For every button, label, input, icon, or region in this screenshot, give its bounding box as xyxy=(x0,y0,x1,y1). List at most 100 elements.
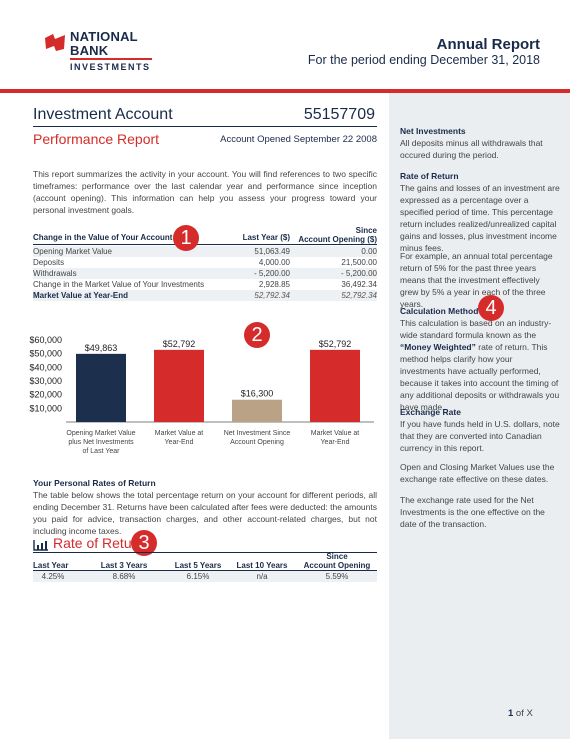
bar-value-label: $49,863 xyxy=(85,343,118,353)
y-tick-label: $30,000 xyxy=(29,376,62,386)
sidebar-exchange-rate-text-3: The exchange rate used for the Net Inves… xyxy=(400,495,545,529)
value-table-header-since: Since Account Opening ($) xyxy=(290,226,377,244)
header-divider xyxy=(0,89,570,93)
category-label: Year-End xyxy=(165,439,194,446)
calc-text-pre: This calculation is based on an industry… xyxy=(400,318,552,340)
bar xyxy=(232,399,282,422)
page-current: 1 xyxy=(508,708,514,719)
page-number: 1 of X xyxy=(508,708,533,719)
category-label: Account Opening xyxy=(230,439,284,446)
row-label: Change in the Market Value of Your Inves… xyxy=(33,280,205,289)
report-title: Annual Report xyxy=(436,36,540,53)
sidebar-net-investments-text: All deposits minus all withdrawals that … xyxy=(400,138,543,160)
line-chart-icon xyxy=(33,540,48,551)
y-tick-label: $50,000 xyxy=(29,349,62,359)
ror-header-last-5-years: Last 5 Years xyxy=(174,561,222,570)
sidebar-rate-of-return-text: The gains and losses of an investment ar… xyxy=(400,183,560,253)
category-label: Year-End xyxy=(321,439,350,446)
category-label: Market Value at xyxy=(155,430,204,437)
bar-value-label: $52,792 xyxy=(319,339,352,349)
total-since: 52,792.34 xyxy=(341,291,377,300)
sidebar-calculation-text: This calculation is based on an industry… xyxy=(400,317,560,413)
ror-header-last-3-years: Last 3 Years xyxy=(100,561,148,570)
ror-header-since-line1: Since xyxy=(326,552,348,561)
callout-1: 1 xyxy=(173,225,199,251)
calc-text-post: rate of return. This method helps clarif… xyxy=(400,342,560,412)
account-name: Investment Account xyxy=(33,106,173,123)
account-number: 55157709 xyxy=(303,106,375,123)
category-label: Opening Market Value xyxy=(66,430,135,437)
category-label: Net Investment Since xyxy=(224,430,291,437)
row-since: 0.00 xyxy=(361,247,377,256)
row-label: Opening Market Value xyxy=(33,247,113,256)
logo-divider xyxy=(70,58,152,60)
table-row: Deposits 4,000.00 21,500.00 xyxy=(33,257,377,268)
bar xyxy=(154,349,204,422)
category-label: plus Net Investments xyxy=(68,439,134,446)
value-table-header-label: Change in the Value of Your Account xyxy=(33,233,173,242)
ror-header-last-10-years: Last 10 Years xyxy=(236,561,288,570)
ror-since-opening: 5.59% xyxy=(325,572,349,581)
row-last-year: 51,063.49 xyxy=(254,247,290,256)
category-label: of Last Year xyxy=(83,448,121,455)
y-tick-label: $60,000 xyxy=(29,335,62,345)
value-table-header-last-year: Last Year ($) xyxy=(242,233,290,242)
flag-logo-icon xyxy=(45,34,65,51)
y-tick-label: $20,000 xyxy=(29,390,62,400)
table-row: Opening Market Value 51,063.49 0.00 xyxy=(33,246,377,257)
account-opened-date: Account Opened September 22 2008 xyxy=(220,134,377,145)
ror-table-header-divider xyxy=(33,570,377,571)
row-label: Withdrawals xyxy=(33,269,77,278)
account-divider xyxy=(33,126,377,127)
logo-text-investments: INVESTMENTS xyxy=(70,62,151,72)
ror-header-since-opening: Since Account Opening xyxy=(297,552,377,570)
bar xyxy=(76,353,126,422)
page-total: of X xyxy=(513,708,533,719)
market-value-bar-chart: $10,000 $20,000 $30,000 $40,000 $50,000 $60,0… xyxy=(29,335,374,455)
table-row: Withdrawals - 5,200.00 - 5,200.00 xyxy=(33,268,377,279)
ror-last-5-years: 6.15% xyxy=(186,572,210,581)
report-period: For the period ending December 31, 2018 xyxy=(307,53,540,67)
sidebar-rate-of-return-example: For example, an annual total percentage … xyxy=(400,251,553,309)
value-table-header-divider xyxy=(33,244,377,245)
calc-text-bold: “Money Weighted” xyxy=(400,342,476,352)
callout-2: 2 xyxy=(244,322,270,348)
ror-last-year: 4.25% xyxy=(41,572,65,581)
sidebar-exchange-rate-text-2: Open and Closing Market Values use the e… xyxy=(400,462,555,484)
callout-4: 4 xyxy=(478,295,504,321)
y-tick-label: $10,000 xyxy=(29,403,62,413)
table-row-total: Market Value at Year-End 52,792.34 52,79… xyxy=(33,290,377,301)
row-since: 21,500.00 xyxy=(341,258,377,267)
table-row: Change in the Market Value of Your Inves… xyxy=(33,279,377,290)
rates-title: Your Personal Rates of Return xyxy=(33,478,156,488)
row-last-year: 2,928.85 xyxy=(258,280,290,289)
ror-table-top-divider xyxy=(33,552,377,553)
bar-value-label: $52,792 xyxy=(163,339,196,349)
row-label: Deposits xyxy=(33,258,65,267)
value-table-header-since-line2: Account Opening ($) xyxy=(298,235,377,244)
row-last-year: 4,000.00 xyxy=(258,258,290,267)
table-row: 4.25% 8.68% 6.15% n/a 5.59% xyxy=(33,571,377,582)
rates-paragraph: The table below shows the total percenta… xyxy=(33,490,377,536)
callout-3: 3 xyxy=(131,530,157,556)
rate-of-return-title: Rate of Return xyxy=(53,535,145,551)
row-since: 36,492.34 xyxy=(341,280,377,289)
ror-header-last-year: Last Year xyxy=(33,561,69,570)
sidebar-net-investments-title: Net Investments xyxy=(400,126,466,136)
y-tick-label: $40,000 xyxy=(29,362,62,372)
ror-last-10-years: n/a xyxy=(256,572,268,581)
national-bank-logo: NATIONAL BANK INVESTMENTS xyxy=(44,24,164,76)
row-since: - 5,200.00 xyxy=(340,269,377,278)
logo-text-national: NATIONAL xyxy=(70,29,138,44)
sidebar-rate-of-return-title: Rate of Return xyxy=(400,171,459,181)
intro-paragraph: This report summarizes the activity in y… xyxy=(33,169,377,215)
category-label: Market Value at xyxy=(311,430,360,437)
ror-last-3-years: 8.68% xyxy=(112,572,136,581)
performance-report-title: Performance Report xyxy=(33,131,160,147)
bar xyxy=(310,349,360,422)
logo-text-bank: BANK xyxy=(70,43,109,58)
ror-header-since-line2: Account Opening xyxy=(303,561,371,570)
row-last-year: - 5,200.00 xyxy=(253,269,290,278)
sidebar-calculation-title: Calculation Method xyxy=(400,306,479,316)
total-label: Market Value at Year-End xyxy=(33,291,129,300)
